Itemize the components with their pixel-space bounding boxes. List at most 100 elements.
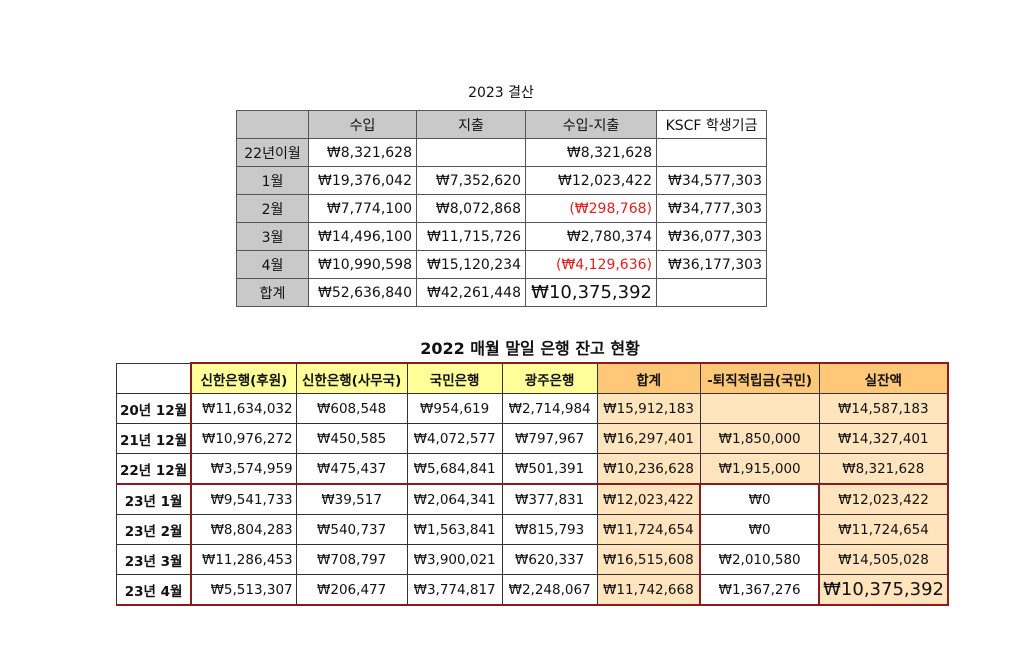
total-cell: ₩11,742,668 (596, 574, 702, 606)
net-balance-cell: ₩14,505,028 (818, 544, 949, 575)
table-row: 23년 4월 ₩5,513,307 ₩206,477 ₩3,774,817 ₩2… (116, 574, 949, 606)
net-balance-cell: ₩11,724,654 (818, 514, 949, 545)
row-label: 23년 2월 (116, 514, 192, 545)
row-label: 22년이월 (236, 138, 309, 167)
gwangju-cell: ₩815,793 (501, 514, 598, 545)
row-label: 20년 12월 (116, 393, 192, 424)
shinhan-office-cell: ₩39,517 (295, 483, 408, 515)
shinhan-office-cell: ₩475,437 (295, 453, 408, 485)
table-row: 23년 2월 ₩8,804,283 ₩540,737 ₩1,563,841 ₩8… (116, 514, 949, 545)
shinhan-office-cell: ₩206,477 (295, 574, 408, 606)
expense-cell: ₩7,352,620 (416, 166, 526, 195)
net-cell-negative: (₩4,129,636) (525, 250, 657, 279)
summary-header-expense: 지출 (416, 110, 526, 139)
gwangju-cell: ₩377,831 (501, 483, 598, 515)
net-total-cell: ₩10,375,392 (525, 278, 657, 307)
row-label: 1월 (236, 166, 309, 195)
shinhan-donation-cell: ₩3,574,959 (190, 453, 297, 485)
fund-cell (656, 278, 767, 307)
balances-header-corner (116, 362, 192, 394)
kookmin-cell: ₩2,064,341 (406, 483, 503, 515)
shinhan-office-cell: ₩708,797 (295, 544, 408, 575)
shinhan-donation-cell: ₩5,513,307 (190, 574, 297, 606)
row-label: 23년 4월 (116, 574, 192, 606)
income-cell: ₩52,636,840 (308, 278, 417, 307)
income-cell: ₩7,774,100 (308, 194, 417, 223)
header-kookmin: 국민은행 (406, 362, 503, 394)
table-row: 4월 ₩10,990,598 ₩15,120,234 (₩4,129,636) … (236, 250, 767, 279)
net-cell: ₩8,321,628 (525, 138, 657, 167)
row-label: 3월 (236, 222, 309, 251)
row-label: 2월 (236, 194, 309, 223)
expense-cell: ₩15,120,234 (416, 250, 526, 279)
header-net-balance: 실잔액 (818, 362, 949, 394)
table-row: 21년 12월 ₩10,976,272 ₩450,585 ₩4,072,577 … (116, 423, 949, 454)
gwangju-cell: ₩2,248,067 (501, 574, 598, 606)
net-balance-cell: ₩14,587,183 (818, 393, 949, 424)
retirement-cell: ₩1,915,000 (699, 453, 820, 485)
row-label: 21년 12월 (116, 423, 192, 454)
gwangju-cell: ₩2,714,984 (501, 393, 598, 424)
expense-cell: ₩42,261,448 (416, 278, 526, 307)
kookmin-cell: ₩954,619 (406, 393, 503, 424)
gwangju-cell: ₩797,967 (501, 423, 598, 454)
kookmin-cell: ₩5,684,841 (406, 453, 503, 485)
total-cell: ₩16,297,401 (596, 423, 701, 454)
summary-title: 2023 결산 (468, 85, 534, 101)
net-cell: ₩2,780,374 (525, 222, 657, 251)
shinhan-donation-cell: ₩10,976,272 (190, 423, 297, 454)
fund-cell: ₩36,077,303 (656, 222, 767, 251)
net-balance-total-cell: ₩10,375,392 (818, 574, 949, 606)
summary-header-row: 수입 지출 수입-지출 KSCF 학생기금 (236, 110, 767, 139)
kookmin-cell: ₩3,774,817 (406, 574, 503, 606)
table-row: 20년 12월 ₩11,634,032 ₩608,548 ₩954,619 ₩2… (116, 393, 949, 424)
table-row: 22년 12월 ₩3,574,959 ₩475,437 ₩5,684,841 ₩… (116, 453, 949, 485)
table-row: 23년 3월 ₩11,286,453 ₩708,797 ₩3,900,021 ₩… (116, 544, 949, 575)
retirement-cell (699, 393, 820, 424)
row-label: 23년 3월 (116, 544, 192, 575)
total-cell: ₩12,023,422 (596, 483, 702, 515)
shinhan-donation-cell: ₩8,804,283 (190, 514, 297, 545)
total-cell: ₩11,724,654 (596, 514, 702, 545)
net-cell: ₩12,023,422 (525, 166, 657, 195)
fund-cell: ₩36,177,303 (656, 250, 767, 279)
total-row: 합계 ₩52,636,840 ₩42,261,448 ₩10,375,392 (236, 278, 767, 307)
header-retirement: -퇴직적립금(국민) (699, 362, 820, 394)
row-label: 4월 (236, 250, 309, 279)
shinhan-donation-cell: ₩9,541,733 (190, 483, 297, 515)
kookmin-cell: ₩3,900,021 (406, 544, 503, 575)
table-row: 3월 ₩14,496,100 ₩11,715,726 ₩2,780,374 ₩3… (236, 222, 767, 251)
header-shinhan-donation: 신한은행(후원) (190, 362, 297, 394)
fund-cell: ₩34,577,303 (656, 166, 767, 195)
summary-header-corner (236, 110, 309, 139)
table-row: 22년이월 ₩8,321,628 ₩8,321,628 (236, 138, 767, 167)
row-label: 23년 1월 (116, 483, 192, 515)
balances-header-row: 신한은행(후원) 신한은행(사무국) 국민은행 광주은행 합계 -퇴직적립금(국… (116, 362, 949, 394)
gwangju-cell: ₩620,337 (501, 544, 598, 575)
retirement-cell: ₩1,850,000 (699, 423, 820, 454)
summary-table: 수입 지출 수입-지출 KSCF 학생기금 22년이월 ₩8,321,628 ₩… (236, 110, 767, 307)
net-balance-cell: ₩8,321,628 (818, 453, 949, 485)
fund-cell: ₩34,777,303 (656, 194, 767, 223)
expense-cell (416, 138, 526, 167)
income-cell: ₩10,990,598 (308, 250, 417, 279)
expense-cell: ₩8,072,868 (416, 194, 526, 223)
fund-cell (656, 138, 767, 167)
table-row: 2월 ₩7,774,100 ₩8,072,868 (₩298,768) ₩34,… (236, 194, 767, 223)
shinhan-office-cell: ₩608,548 (295, 393, 408, 424)
balances-title: 2022 매월 말일 은행 잔고 현황 (420, 339, 640, 358)
total-cell: ₩16,515,608 (596, 544, 702, 575)
header-gwangju: 광주은행 (501, 362, 598, 394)
shinhan-office-cell: ₩450,585 (295, 423, 408, 454)
header-shinhan-office: 신한은행(사무국) (295, 362, 408, 394)
table-row: 1월 ₩19,376,042 ₩7,352,620 ₩12,023,422 ₩3… (236, 166, 767, 195)
shinhan-office-cell: ₩540,737 (295, 514, 408, 545)
summary-header-fund: KSCF 학생기금 (656, 110, 767, 139)
row-label: 22년 12월 (116, 453, 192, 485)
retirement-cell: ₩0 (699, 514, 821, 545)
shinhan-donation-cell: ₩11,634,032 (190, 393, 297, 424)
shinhan-donation-cell: ₩11,286,453 (190, 544, 297, 575)
summary-header-net: 수입-지출 (525, 110, 657, 139)
kookmin-cell: ₩1,563,841 (406, 514, 503, 545)
summary-header-income: 수입 (308, 110, 417, 139)
